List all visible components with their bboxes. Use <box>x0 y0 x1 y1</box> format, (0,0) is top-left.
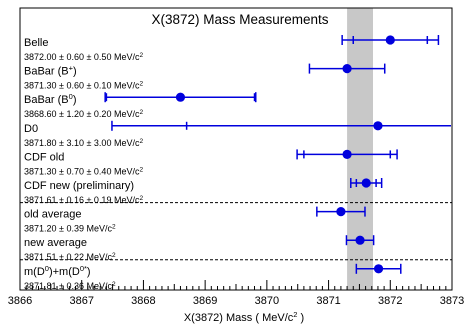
measurement-value: 3871.81 ± 0.36 MeV/c2 <box>24 280 116 291</box>
measurement-name: CDF old <box>24 151 64 163</box>
tick-label: 3872 <box>378 295 402 307</box>
measurement-name: BaBar (B+) <box>24 63 77 78</box>
measurement-name: old average <box>24 209 82 221</box>
tick-label: 3873 <box>440 295 464 307</box>
measurement-value: 3871.30 ± 0.70 ± 0.40 MeV/c2 <box>24 166 143 177</box>
measurement-value: 3871.80 ± 3.10 ± 3.00 MeV/c2 <box>24 137 143 148</box>
measurement-name: D0 <box>24 123 38 135</box>
data-point <box>361 178 371 188</box>
chart-title: X(3872) Mass Measurements <box>151 12 328 27</box>
measurement-value: 3868.60 ± 1.20 ± 0.20 MeV/c2 <box>24 109 143 120</box>
x-axis-label: X(3872) Mass ( MeV/c2 ) <box>184 310 304 325</box>
tick-label: 3868 <box>131 295 155 307</box>
measurement-name: m(D0)+m(D0*) <box>24 263 91 278</box>
data-point <box>336 207 346 217</box>
data-point <box>373 121 383 131</box>
measurement-value: 3871.30 ± 0.60 ± 0.10 MeV/c2 <box>24 80 143 91</box>
measurement-value: 3871.61 ± 0.16 ± 0.19 MeV/c2 <box>24 195 143 206</box>
data-point <box>355 235 365 245</box>
measurement-name: new average <box>24 237 87 249</box>
separators <box>20 202 452 261</box>
band-systematic <box>347 8 374 290</box>
measurement-value: 3871.20 ± 0.39 MeV/c2 <box>24 223 116 234</box>
measurement-value: 3871.51 ± 0.22 MeV/c2 <box>24 252 116 263</box>
measurement-value: 3872.00 ± 0.60 ± 0.50 MeV/c2 <box>24 52 143 63</box>
data-point <box>373 264 384 274</box>
data-point <box>342 149 352 159</box>
x-axis-ticks: 3866 3867 3868 3869 3870 3871 3872 3873 <box>8 280 464 307</box>
tick-label: 3866 <box>8 295 32 307</box>
tick-label: 3871 <box>316 295 340 307</box>
data-point <box>342 64 352 74</box>
measurement-name: CDF new (preliminary) <box>24 180 134 192</box>
measurement-name: BaBar (B0) <box>24 92 76 107</box>
measurement-name: Belle <box>24 37 48 49</box>
data-point <box>385 35 395 45</box>
tick-label: 3870 <box>255 295 279 307</box>
tick-label: 3867 <box>69 295 93 307</box>
data-marks <box>104 35 451 274</box>
tick-label: 3869 <box>193 295 217 307</box>
data-point <box>175 92 186 102</box>
